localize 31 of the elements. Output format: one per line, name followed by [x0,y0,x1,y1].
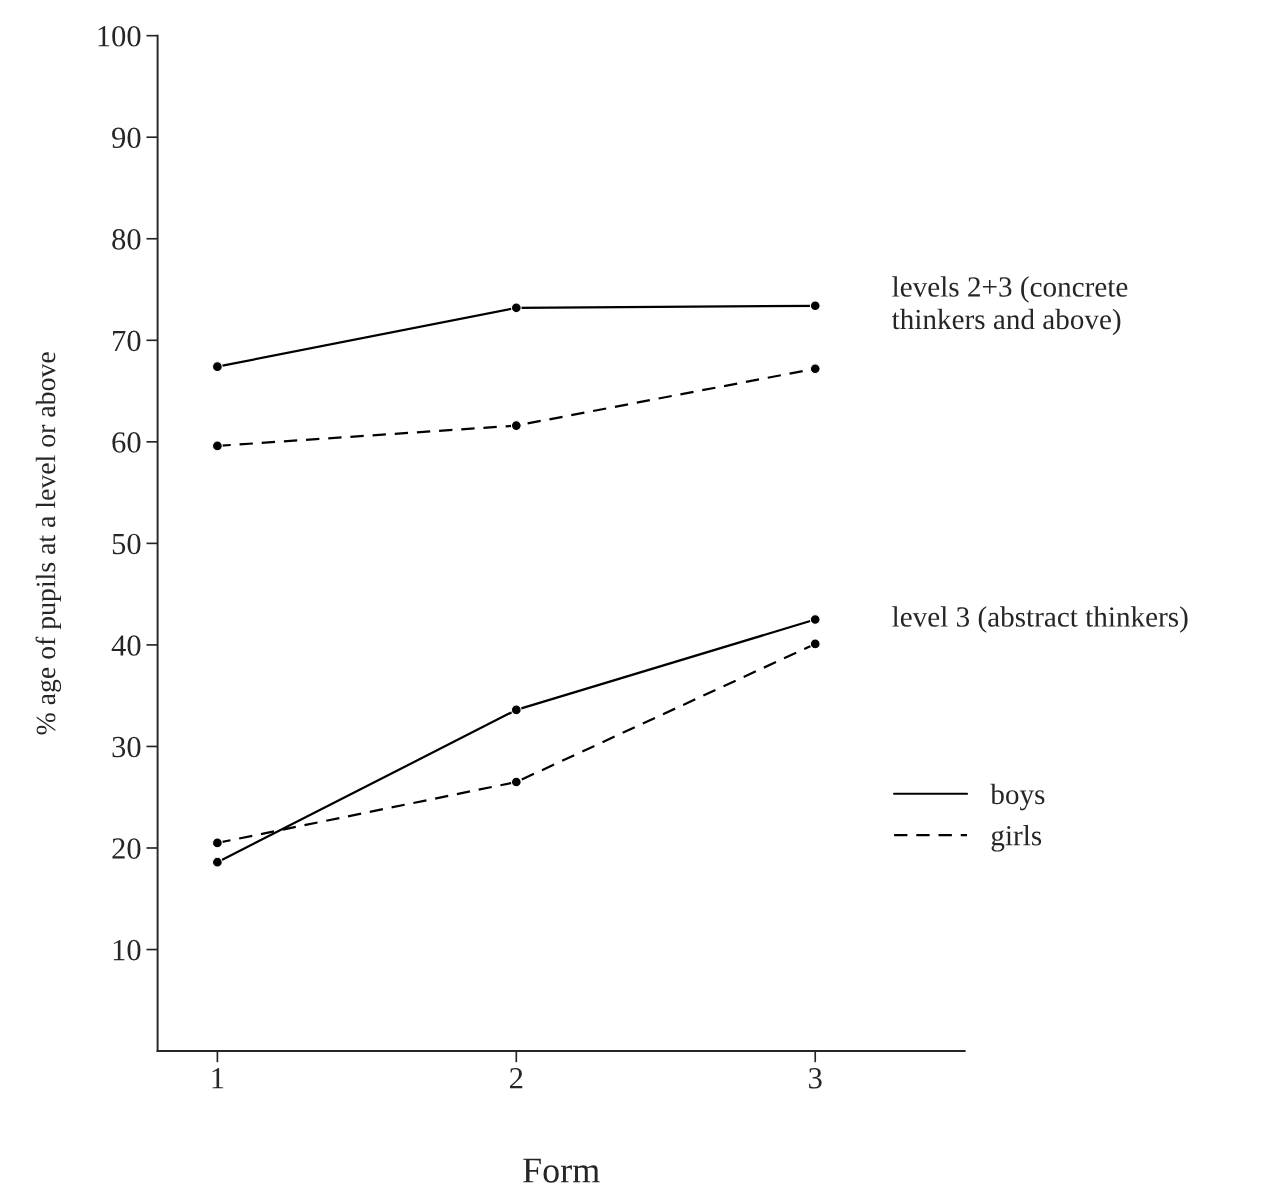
point [212,856,223,868]
y-tick-label: 30 [112,736,141,758]
point [809,638,821,650]
y-tick-label: 100 [98,25,141,47]
y-tick-label: 80 [112,229,141,250]
point [212,361,223,373]
y-tick-label: 10 [113,939,141,961]
y-tick-label: 60 [112,432,141,453]
x-axis-title: Form [523,1158,600,1183]
point [510,704,522,716]
y-tick-label: 20 [112,838,141,859]
y-axis-title: % age of pupils at a level or above [35,352,62,735]
annotation: level 3 (abstract thinkers) [892,606,1188,633]
point [809,614,821,625]
y-tick-label: 90 [112,127,141,149]
point [510,302,522,314]
point [212,837,223,849]
y-tick-label: 40 [111,635,141,656]
y-tick-label: 50 [112,533,141,555]
y-tick-label: 70 [113,330,141,352]
point [510,776,522,788]
point [809,300,821,312]
x-tick-label: 3 [809,1068,822,1089]
annotation: levels 2+3 (concrete thinkers and above) [891,276,1128,336]
point [809,363,821,375]
point [212,440,223,452]
legend-label: boys [990,783,1045,811]
x-tick-label: 2 [510,1068,523,1089]
point [510,420,522,431]
legend-label: girls [991,825,1042,852]
x-tick-label: 1 [212,1068,224,1089]
